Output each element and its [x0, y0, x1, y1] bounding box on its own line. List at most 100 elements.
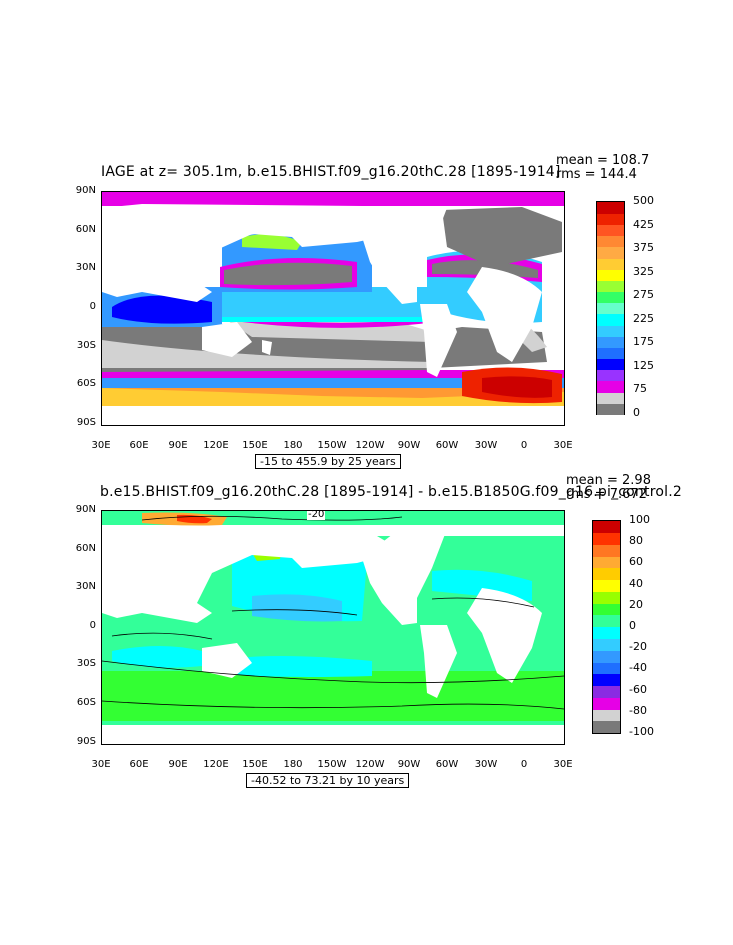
- x-tick-label: 60W: [435, 440, 459, 451]
- colorbar-swatch: [597, 213, 624, 226]
- colorbar-swatch: [597, 235, 624, 248]
- y-tick-label: 0: [89, 301, 96, 312]
- colorbar-swatch: [593, 650, 620, 663]
- colorbar-label: -60: [629, 682, 647, 696]
- y-tick-label: 60N: [75, 543, 96, 554]
- australia-landmass: [202, 643, 252, 678]
- colorbar-swatch: [593, 685, 620, 698]
- colorbar-swatch: [593, 627, 620, 639]
- colorbar-swatch: [597, 391, 624, 404]
- colorbar-swatch: [593, 556, 620, 569]
- x-tick-label: 120E: [203, 440, 229, 451]
- colorbar-swatch: [597, 324, 624, 337]
- x-tick-label: 150W: [317, 759, 347, 770]
- colorbar-swatch: [593, 544, 620, 557]
- colorbar-swatch: [597, 347, 624, 360]
- colorbar-swatch: [593, 697, 620, 710]
- colorbar-swatch: [593, 615, 620, 628]
- eurasia-landmass: [102, 204, 402, 302]
- colorbar-label: 275: [633, 288, 654, 302]
- colorbar-swatch: [597, 358, 624, 371]
- difference-map: -20: [101, 510, 565, 745]
- north-pacific-green: [242, 234, 302, 250]
- x-tick-label: 30E: [91, 440, 111, 451]
- x-tick-label: 60E: [129, 440, 149, 451]
- colorbar-label: 225: [633, 311, 654, 325]
- south-pacific-cyan: [212, 656, 372, 677]
- iage-colorbar: [596, 201, 625, 415]
- mean-value: mean = 2.98: [566, 473, 651, 488]
- contour-line: [141, 515, 403, 521]
- colorbar-label: 500: [633, 194, 654, 207]
- colorbar-swatch: [593, 638, 620, 651]
- panel-title: IAGE at z= 305.1m, b.e15.BHIST.f09_g16.2…: [101, 164, 561, 180]
- colorbar-swatch: [593, 662, 620, 675]
- colorbar-label: 40: [629, 576, 643, 590]
- colorbar-swatch: [597, 335, 624, 348]
- antarctica-landmass: [102, 406, 564, 425]
- colorbar-swatch: [597, 402, 624, 415]
- eurasia-landmass: [102, 525, 402, 623]
- contour-line: [102, 700, 564, 710]
- colorbar-label: 60: [629, 555, 643, 569]
- colorbar-swatch: [597, 302, 624, 315]
- x-tick-label: 90E: [168, 759, 188, 770]
- colorbar-label: 375: [633, 241, 654, 255]
- south-lightgray-band: [102, 340, 432, 368]
- colorbar-label: 125: [633, 358, 654, 372]
- colorbar-swatch: [597, 291, 624, 304]
- colorbar-label: 0: [629, 619, 636, 632]
- x-tick-label: 120E: [203, 759, 229, 770]
- y-tick-label: 60N: [75, 224, 96, 235]
- north-pacific-gray: [224, 262, 352, 286]
- colorbar-label: 175: [633, 335, 654, 349]
- colorbar-swatch: [593, 579, 620, 592]
- colorbar-swatch: [593, 521, 620, 533]
- rms-value: rms = 144.4: [556, 167, 637, 182]
- iage-map-svg: [102, 192, 564, 425]
- x-tick-label: 0: [520, 440, 528, 451]
- difference-map-svg: [102, 511, 564, 744]
- colorbar-label: 425: [633, 217, 654, 231]
- colorbar-label: -100: [629, 725, 654, 738]
- colorbar-swatch: [593, 709, 620, 722]
- colorbar-label: 80: [629, 534, 643, 548]
- x-tick-label: 150E: [242, 440, 268, 451]
- colorbar-swatch: [597, 202, 624, 214]
- contour-line: [431, 597, 535, 608]
- x-tick-label: 30W: [474, 759, 498, 770]
- contour-line: [231, 609, 358, 616]
- x-tick-label: 30W: [474, 440, 498, 451]
- arctic-gray: [442, 207, 562, 267]
- y-tick-label: 60S: [76, 697, 96, 708]
- x-tick-label: 120W: [355, 440, 385, 451]
- colorbar-label: 20: [629, 597, 643, 611]
- colorbar-swatch: [597, 280, 624, 293]
- africa-landmass: [467, 588, 542, 683]
- southern-magenta-band: [102, 370, 564, 378]
- contour-range-box: -40.52 to 73.21 by 10 years: [246, 773, 410, 788]
- colorbar-swatch: [593, 568, 620, 581]
- australia-landmass: [202, 322, 252, 357]
- iage-map: [101, 191, 565, 426]
- colorbar-label: 0: [633, 406, 640, 419]
- x-tick-label: 150W: [317, 440, 347, 451]
- colorbar-label: -40: [629, 661, 647, 675]
- rms-value: rms = 7.672: [566, 487, 647, 502]
- colorbar-swatch: [597, 257, 624, 270]
- africa-landmass: [467, 267, 542, 362]
- contour-value-label: -20: [307, 510, 326, 520]
- x-tick-label: 60W: [435, 759, 459, 770]
- x-tick-label: 180: [283, 440, 303, 451]
- x-tick-label: 120W: [355, 759, 385, 770]
- indian-ocean-deep-blue: [112, 295, 212, 324]
- arctic-magenta-band: [102, 192, 564, 206]
- y-tick-label: 60S: [76, 378, 96, 389]
- colorbar-swatch: [597, 224, 624, 237]
- panel-title: b.e15.BHIST.f09_g16.20thC.28 [1895-1914]…: [100, 484, 682, 500]
- north-pacific-lightblue: [252, 594, 342, 622]
- contour-range-box: -15 to 455.9 by 25 years: [255, 454, 401, 469]
- x-tick-label: 180: [283, 759, 303, 770]
- mean-value: mean = 108.7: [556, 153, 650, 168]
- x-tick-label: 0: [520, 759, 528, 770]
